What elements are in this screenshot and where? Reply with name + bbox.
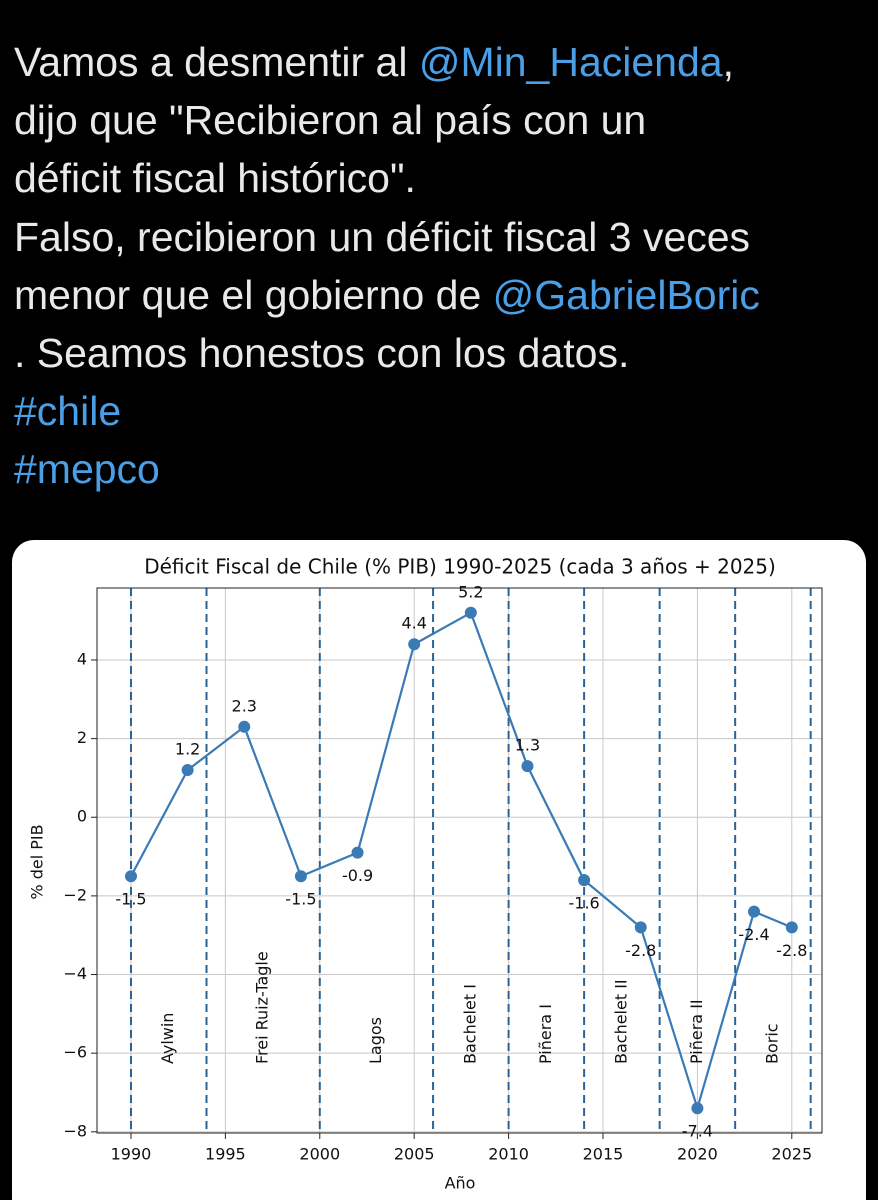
data-label: 4.4	[401, 614, 426, 633]
tweet-line: #mepco	[14, 449, 160, 490]
tweet-line: Falso, recibieron un déficit fiscal 3 ve…	[14, 213, 751, 260]
data-label: -2.8	[625, 941, 656, 960]
period-label: Lagos	[366, 1017, 385, 1064]
tweet-segment: déficit fiscal histórico".	[14, 155, 416, 202]
tweet-segment: ,	[722, 39, 734, 85]
tweet-line: . Seamos honestos con los datos.	[14, 333, 629, 374]
tweet-segment: Vamos a desmentir al	[14, 39, 419, 85]
period-label: Piñera II	[687, 999, 706, 1064]
y-tick-label: −2	[63, 885, 87, 904]
data-point	[294, 870, 307, 883]
y-tick-label: −8	[63, 1121, 87, 1140]
x-tick-label: 1995	[205, 1145, 246, 1164]
data-label: 1.2	[175, 740, 200, 759]
data-point	[578, 874, 591, 887]
data-point	[351, 846, 364, 859]
plot-frame	[96, 587, 823, 1134]
tweet-line: Vamos a desmentir al @Min_Hacienda,	[14, 42, 734, 83]
chart-title: Déficit Fiscal de Chile (% PIB) 1990-202…	[144, 555, 776, 579]
data-point	[785, 921, 798, 934]
y-axis-label: % del PIB	[28, 824, 47, 899]
tweet-segment: Falso, recibieron un déficit fiscal 3 ve…	[14, 213, 751, 260]
data-label: 2.3	[232, 696, 257, 715]
data-point	[464, 606, 477, 619]
data-point	[124, 870, 137, 883]
period-label: Piñera I	[536, 1004, 555, 1064]
period-label: Frei Ruiz-Tagle	[253, 951, 272, 1064]
data-label: -2.4	[738, 925, 769, 944]
tweet-line: dijo que "Recibieron al país con un	[14, 100, 646, 141]
x-tick-label: 2010	[488, 1145, 529, 1164]
x-tick-label: 2025	[771, 1145, 812, 1164]
tweet-segment: dijo que "Recibieron al país con un	[14, 97, 647, 144]
data-label: -1.6	[569, 894, 600, 913]
data-label: -1.5	[115, 890, 146, 909]
data-label: -0.9	[342, 866, 373, 885]
tweet-link[interactable]: #mepco	[14, 446, 160, 493]
period-label: Bachelet II	[611, 979, 630, 1064]
data-point	[748, 905, 761, 918]
data-point	[691, 1102, 704, 1115]
data-label: -7.4	[682, 1122, 713, 1141]
tweet-link[interactable]: #chile	[14, 388, 122, 435]
y-tick-label: −4	[63, 964, 87, 983]
tweet-segment: menor que el gobierno de	[14, 271, 493, 318]
data-point	[181, 764, 194, 777]
y-tick-label: −6	[63, 1043, 87, 1062]
y-tick-label: 0	[77, 807, 87, 826]
data-point	[408, 638, 421, 651]
tweet-line: menor que el gobierno de @GabrielBoric	[14, 271, 760, 318]
x-tick-label: 2015	[583, 1145, 624, 1164]
tweet-line: déficit fiscal histórico".	[14, 158, 416, 199]
x-tick-label: 2020	[677, 1145, 718, 1164]
x-tick-label: 2000	[299, 1145, 340, 1164]
period-label: Aylwin	[158, 1013, 177, 1064]
tweet-segment: . Seamos honestos con los datos.	[14, 330, 630, 376]
data-point	[634, 921, 647, 934]
data-point	[521, 760, 534, 773]
period-label: Boric	[762, 1023, 781, 1064]
chart-card	[12, 540, 866, 1200]
x-tick-label: 2005	[394, 1145, 435, 1164]
data-point	[238, 720, 251, 733]
x-axis-label: Año	[445, 1174, 476, 1193]
tweet-link[interactable]: @GabrielBoric	[492, 271, 760, 318]
tweet-link[interactable]: @Min_Hacienda	[418, 39, 723, 85]
y-tick-label: 2	[77, 728, 87, 747]
period-label: Bachelet I	[460, 984, 479, 1064]
data-label: 1.3	[515, 736, 540, 755]
data-label: -2.8	[776, 941, 807, 960]
y-tick-label: 4	[77, 649, 87, 668]
tweet-line: #chile	[14, 391, 121, 432]
x-tick-label: 1990	[111, 1145, 152, 1164]
data-label: 5.2	[458, 582, 483, 601]
data-label: -1.5	[285, 890, 316, 909]
